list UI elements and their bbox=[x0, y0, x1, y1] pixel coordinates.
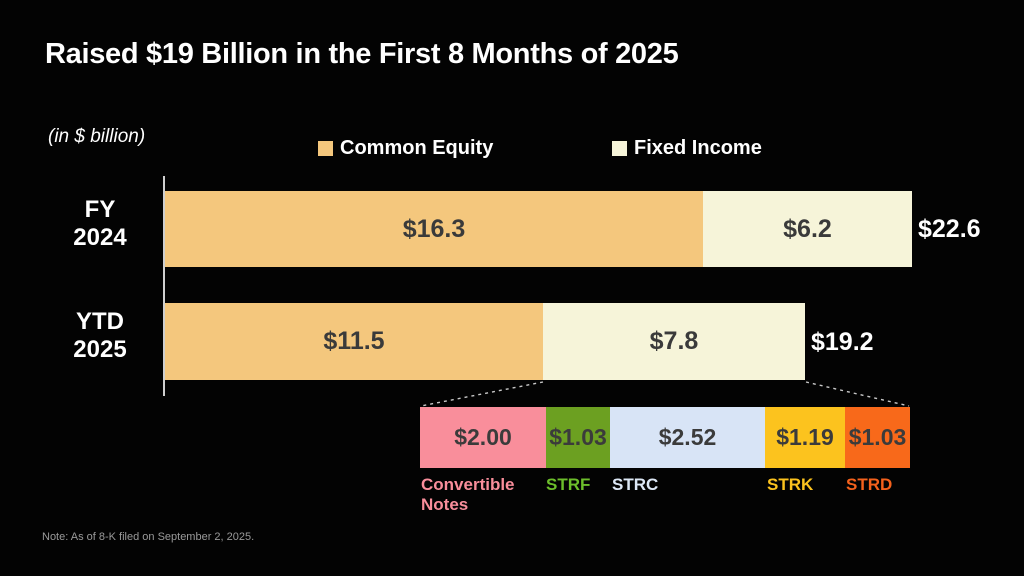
breakdown-segment-strd: $1.03 bbox=[845, 407, 910, 468]
bar-ytd2025-fixed-income-value: $7.8 bbox=[649, 327, 699, 355]
bar-ytd2025-common-equity-segment: $11.5 bbox=[165, 303, 543, 380]
bar-ytd2025-common-equity-value: $11.5 bbox=[323, 327, 385, 355]
breakdown-label-strk: STRK bbox=[767, 475, 814, 494]
breakdown-label-convertible-notes: Convertible Notes bbox=[421, 475, 515, 514]
bar-fy2024-fixed-income-value: $6.2 bbox=[783, 214, 832, 243]
breakdown-value-strk: $1.19 bbox=[776, 424, 834, 450]
breakdown-segment-strc: $2.52 bbox=[610, 407, 765, 468]
category-label-ytd2025-line1: YTD bbox=[76, 308, 124, 335]
bar-fy2024-fixed-income-segment: $6.2 bbox=[703, 191, 912, 267]
breakdown-value-strc: $2.52 bbox=[658, 424, 717, 450]
breakdown-value-convertible-notes: $2.00 bbox=[454, 424, 512, 450]
units-label: (in $ billion) bbox=[48, 126, 146, 147]
fixed-income-breakdown-bar: $2.00 $1.03 $2.52 $1.19 $1.03 bbox=[420, 407, 910, 468]
bar-fy2024: $16.3 $6.2 bbox=[165, 191, 912, 267]
bar-ytd2025-fixed-income-segment: $7.8 bbox=[543, 303, 805, 380]
breakdown-label-strd: STRD bbox=[846, 475, 893, 494]
breakdown-segment-strk: $1.19 bbox=[765, 407, 845, 468]
legend-label-fixed-income: Fixed Income bbox=[634, 137, 762, 159]
legend-item-common-equity: Common Equity bbox=[318, 137, 493, 160]
category-label-ytd2025: YTD 2025 bbox=[40, 308, 160, 364]
legend-label-common-equity: Common Equity bbox=[340, 137, 494, 159]
breakdown-label-strf: STRF bbox=[546, 475, 591, 494]
fixed-income-swatch-icon bbox=[612, 141, 627, 156]
category-label-ytd2025-line2: 2025 bbox=[73, 336, 127, 363]
bar-fy2024-common-equity-value: $16.3 bbox=[402, 214, 466, 243]
category-label-fy2024-line1: FY bbox=[84, 196, 116, 223]
footnote: Note: As of 8-K filed on September 2, 20… bbox=[42, 531, 255, 543]
bar-ytd2025-total-label: $19.2 bbox=[811, 328, 874, 356]
category-label-fy2024-line2: 2024 bbox=[73, 224, 127, 251]
breakdown-label-strc: STRC bbox=[612, 475, 659, 494]
bar-fy2024-common-equity-segment: $16.3 bbox=[165, 191, 703, 267]
breakdown-segment-strf: $1.03 bbox=[546, 407, 610, 468]
bar-fy2024-total-label: $22.6 bbox=[918, 215, 981, 243]
page-title: Raised $19 Billion in the First 8 Months… bbox=[45, 38, 679, 70]
legend-item-fixed-income: Fixed Income bbox=[612, 137, 762, 160]
breakdown-segment-convertible-notes: $2.00 bbox=[420, 407, 546, 468]
bar-ytd2025: $11.5 $7.8 bbox=[165, 303, 805, 380]
category-label-fy2024: FY 2024 bbox=[40, 196, 160, 252]
breakdown-value-strf: $1.03 bbox=[549, 424, 607, 450]
common-equity-swatch-icon bbox=[318, 141, 333, 156]
y-axis-line bbox=[163, 176, 165, 396]
breakdown-value-strd: $1.03 bbox=[848, 424, 907, 450]
